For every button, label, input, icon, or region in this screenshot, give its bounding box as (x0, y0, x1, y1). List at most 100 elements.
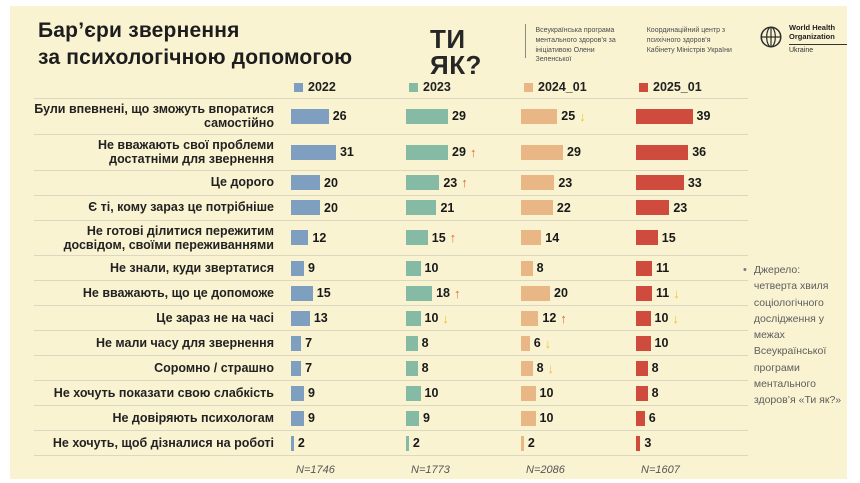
bar-cell-2024_01: 25 ↓ (516, 108, 631, 124)
page-title-line2: за психологічною допомогою (38, 45, 353, 69)
slide-background: Бар’єри звернення за психологічною допом… (10, 6, 847, 479)
logo-divider (524, 24, 526, 58)
bar-2025_01 (636, 175, 684, 190)
bar-value: 8 (536, 361, 544, 376)
legend-swatch-2023 (409, 82, 418, 92)
bar-2022 (291, 385, 305, 401)
bar-value: 9 (308, 386, 315, 401)
page-title-line1: Бар’єри звернення (38, 19, 240, 42)
bar-cell-2023: 8 (401, 360, 516, 376)
bar-2025_01 (636, 385, 648, 401)
bar-value: 33 (687, 175, 702, 190)
chart-row: Не хочуть показати свою слабкість 9 10 10 8 (34, 380, 748, 405)
bar-2022 (291, 435, 294, 451)
row-label: Не довіряють психологам (112, 411, 274, 426)
bar-2025_01 (636, 335, 651, 351)
bar-cell-2023: 10 (401, 260, 516, 276)
bar-value: 6 (648, 411, 656, 426)
bar-value: 7 (305, 361, 313, 376)
bar-cell-2024_01: 6 ↓ (516, 335, 631, 351)
chart-row: Не хочуть, щоб дізналися на роботі 2 2 2 3 (34, 430, 748, 457)
bar-cell-2025_01: 11 (631, 260, 746, 276)
bar-value: 29 (567, 145, 581, 160)
chart-row: Не довіряють психологам 9 9 10 6 (34, 405, 748, 430)
bar-cell-2025_01: 15 (631, 230, 746, 246)
source-note-text: Джерело: четверта хвиля соціологічного д… (753, 264, 842, 407)
bar-cell-2022: 2 (286, 435, 401, 451)
who-name: World Health Organization (789, 23, 836, 41)
bar-value: 23 (673, 200, 688, 215)
bar-cell-2022: 26 (286, 108, 401, 124)
bar-cell-2024_01: 12 ↑ (516, 310, 631, 326)
bar-2025_01 (636, 144, 689, 160)
bar-2025_01 (636, 410, 645, 426)
bar-value: 36 (692, 145, 707, 160)
trend-down-icon: ↓ (544, 335, 552, 351)
bar-value: 11 (655, 286, 670, 301)
bar-cell-2024_01: 29 (516, 144, 631, 160)
bar-2025_01 (636, 360, 648, 376)
bar-value: 12 (312, 230, 327, 245)
chart-row: Не готові ділитися пережитим досвідом, с… (34, 219, 748, 256)
bar-cell-2022: 9 (286, 260, 401, 276)
bar-cell-2024_01: 20 (516, 285, 631, 301)
legend-item-2024-01: 2024_01 (516, 80, 631, 94)
bar-value: 10 (424, 386, 439, 401)
bar-2024_01 (521, 200, 553, 215)
bar-cell-2022: 12 (286, 230, 401, 246)
chart-row: Не вважають свої проблеми достатніми для… (34, 133, 748, 170)
bar-2023 (406, 200, 437, 215)
bar-2024_01 (521, 435, 524, 451)
bar-cell-2022: 20 (286, 175, 401, 190)
bar-value: 20 (554, 286, 568, 301)
legend-label-2024-01: 2024_01 (538, 80, 587, 94)
bar-2025_01 (636, 435, 641, 451)
bar-value: 14 (545, 230, 560, 245)
tyak-program-text: Всеукраїнська програма ментального здоро… (535, 27, 616, 64)
chart-row: Не вважають, що це допоможе 15 18 ↑ 20 11 ↓ (34, 280, 748, 305)
bar-2022 (291, 144, 336, 160)
bar-value: 13 (313, 311, 328, 326)
row-label: Це дорого (210, 175, 274, 190)
bar-value: 2 (297, 436, 305, 451)
bar-value: 15 (316, 286, 331, 301)
row-label: Не мали часу для звернення (95, 336, 274, 351)
bar-cell-2022: 31 (286, 144, 401, 160)
row-label: Соромно / страшно (154, 361, 274, 376)
bar-2024_01 (521, 335, 530, 351)
bar-2023 (406, 260, 421, 276)
bar-value: 25 (561, 109, 576, 124)
bar-value: 9 (308, 411, 315, 426)
bar-value: 12 (542, 311, 557, 326)
row-label: Не вважають, що це допоможе (82, 286, 274, 301)
bar-value: 7 (305, 336, 313, 351)
bar-value: 20 (324, 200, 338, 215)
legend-swatch-2022 (294, 82, 303, 92)
bar-2024_01 (521, 410, 536, 426)
bar-value: 10 (424, 311, 439, 326)
bar-cell-2023: 2 (401, 435, 516, 451)
bar-value: 9 (423, 411, 430, 426)
bar-2024_01 (521, 310, 539, 326)
who-country: Ukraine (789, 47, 814, 55)
bar-2025_01 (636, 230, 658, 246)
bar-2024_01 (521, 285, 550, 301)
bar-value: 10 (539, 386, 554, 401)
bar-2022 (291, 335, 302, 351)
bar-cell-2022: 9 (286, 410, 401, 426)
bar-value: 23 (558, 175, 573, 190)
bar-cell-2022: 7 (286, 360, 401, 376)
bar-value: 20 (324, 175, 338, 190)
bar-2023 (406, 360, 418, 376)
trend-down-icon: ↓ (442, 310, 449, 326)
bar-chart: 2022 2023 2024_01 2025_01 Були впевнені,… (34, 80, 748, 476)
bar-2023 (406, 230, 428, 246)
bar-2024_01 (521, 260, 533, 276)
bar-value: 2 (412, 436, 420, 451)
bar-cell-2023: 10 ↓ (401, 310, 516, 326)
bar-2023 (406, 410, 420, 426)
bar-2025_01 (636, 108, 693, 124)
row-label: Не знали, куди звертатися (109, 261, 274, 276)
bar-value: 15 (431, 230, 446, 245)
bar-2023 (406, 435, 409, 451)
